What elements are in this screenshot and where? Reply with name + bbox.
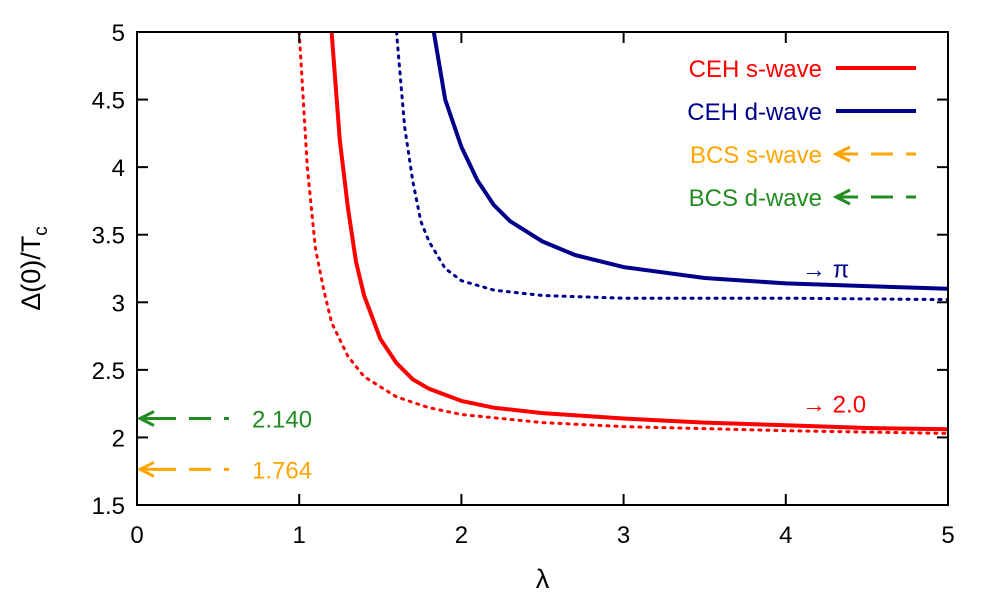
x-tick-label: 2 xyxy=(455,522,468,549)
x-axis-label: λ xyxy=(536,564,550,594)
series-line-ceh-d-wave-dotted xyxy=(395,32,948,302)
x-tick-label: 4 xyxy=(779,522,792,549)
annotation-2-0: → 2.0 xyxy=(802,392,866,419)
series-line-ceh-d-wave xyxy=(431,32,948,291)
series-line-ceh-s-wave-dotted xyxy=(297,32,948,435)
x-tick-label: 0 xyxy=(130,522,143,549)
y-axis-label: Δ(0)/Tc xyxy=(16,226,52,311)
y-tick-label: 4 xyxy=(112,155,125,182)
annotation-pi: → π xyxy=(802,257,849,284)
y-tick-label: 4.5 xyxy=(92,88,125,115)
y-tick-label: 2 xyxy=(112,425,125,452)
x-ticks-layer: 0 1 2 3 4 5 xyxy=(130,32,955,549)
y-tick-label: 5 xyxy=(112,20,125,47)
y-ticks-layer: 1.5 2 2.5 3 3.5 4 4.5 5 xyxy=(92,20,948,520)
x-tick-label: 3 xyxy=(617,522,630,549)
annotations-layer: → π → 2.0 xyxy=(802,257,866,419)
legend: CEH s-wave CEH d-wave BCS s-wave BCS d-wave xyxy=(687,56,916,212)
y-axis-label-main: Δ(0)/T xyxy=(16,236,46,311)
legend-label-bcs-s-wave: BCS s-wave xyxy=(690,142,822,169)
y-tick-label: 2.5 xyxy=(92,358,125,385)
y-axis-label-subscript: c xyxy=(31,226,52,236)
curves-layer xyxy=(297,32,948,435)
series-line-ceh-s-wave xyxy=(329,32,948,432)
bcs-d-wave-value-label: 2.140 xyxy=(252,407,312,434)
x-tick-label: 1 xyxy=(293,522,306,549)
y-tick-label: 1.5 xyxy=(92,493,125,520)
y-tick-label: 3.5 xyxy=(92,223,125,250)
legend-label-ceh-s-wave: CEH s-wave xyxy=(689,56,822,83)
x-tick-label: 5 xyxy=(941,522,954,549)
legend-label-bcs-d-wave: BCS d-wave xyxy=(689,185,822,212)
bcs-reference-layer: 1.764 2.140 xyxy=(136,407,312,484)
bcs-s-wave-value-label: 1.764 xyxy=(252,457,312,484)
legend-label-ceh-d-wave: CEH d-wave xyxy=(687,99,822,126)
y-tick-label: 3 xyxy=(112,290,125,317)
plot-frame xyxy=(136,31,949,506)
